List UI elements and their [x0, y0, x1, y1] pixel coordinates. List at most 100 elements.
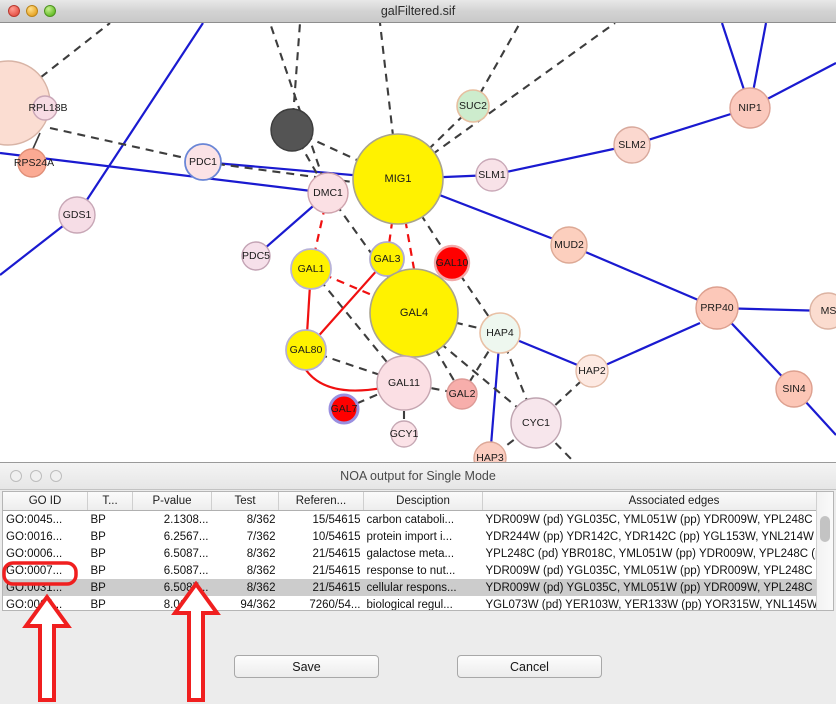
column-header-description[interactable]: Desciption — [363, 492, 483, 511]
cell-description: galactose meta... — [366, 547, 455, 560]
cell-go-id: GO:0031... — [3, 579, 88, 596]
cell-type: BP — [90, 547, 106, 560]
cell-type: BP — [87, 579, 133, 596]
close-icon[interactable] — [10, 470, 22, 482]
node-sin4[interactable] — [775, 370, 813, 408]
go-results-table-container[interactable]: GO ID T... P-value Test Referen... Desci… — [2, 491, 834, 611]
cell-p-value: 8.0614... — [163, 598, 209, 611]
node-dark-unlabeled[interactable] — [270, 108, 314, 152]
column-header-go-id[interactable]: GO ID — [3, 492, 88, 511]
cell-description: carbon cataboli... — [366, 513, 455, 526]
minimize-icon[interactable] — [30, 470, 42, 482]
cell-p-value: 2.1308... — [163, 513, 209, 526]
node-pdc1[interactable] — [184, 143, 222, 181]
node-mud2[interactable] — [550, 226, 588, 264]
node-gal80[interactable] — [285, 329, 327, 371]
node-rpl18b[interactable] — [32, 95, 58, 121]
node-cyc1[interactable] — [510, 397, 562, 449]
cell-go-id: GO:0045... — [6, 513, 63, 526]
node-pdc5[interactable] — [241, 241, 271, 271]
noa-output-dialog: NOA output for Single Mode GO ID T... P-… — [0, 462, 836, 704]
node-gal7[interactable] — [328, 393, 360, 425]
cell-test: 8/362 — [211, 579, 279, 596]
node-gal2[interactable] — [446, 378, 478, 410]
window-title: galFiltered.sif — [380, 4, 456, 18]
cell-associated-edges: YDR009W (pd) YGL035C, YML051W (pp) YDR00… — [485, 513, 817, 526]
cell-type: BP — [90, 564, 106, 577]
node-gal11[interactable] — [376, 355, 432, 411]
node-dmc1[interactable] — [307, 172, 349, 214]
table-row[interactable]: GO:0007... BP 6.5087... 8/362 21/54615 r… — [3, 562, 816, 579]
table-row[interactable]: GO:0045... BP 2.1308... 8/362 15/54615 c… — [3, 511, 816, 529]
node-slm1[interactable] — [475, 158, 509, 192]
cell-associated-edges: YDR009W (pd) YGL035C, YML051W (pp) YDR00… — [485, 564, 817, 577]
table-row[interactable]: GO:0065... BP 8.0614... 94/362 7260/54..… — [3, 596, 817, 611]
node-hap4[interactable] — [479, 312, 521, 354]
network-graph[interactable]: .pp { stroke:#1a1ad0; stroke-width:2.2; … — [0, 23, 836, 462]
cell-test: 94/362 — [240, 598, 276, 611]
cell-associated-edges: YGL073W (pd) YER103W, YER133W (pp) YOR31… — [485, 598, 817, 611]
edges-protein-dna — [7, 23, 616, 462]
dialog-traffic-lights[interactable] — [10, 470, 62, 482]
cell-reference: 10/54615 — [312, 530, 361, 543]
table-row-selected[interactable]: GO:0031... BP 6.5087... 8/362 21/54615 c… — [3, 579, 816, 596]
node-hap3[interactable] — [473, 441, 507, 462]
cell-go-id: GO:0006... — [6, 547, 63, 560]
cell-associated-edges: YDR009W (pd) YGL035C, YML051W (pp) YDR00… — [482, 579, 816, 596]
zoom-icon[interactable] — [44, 5, 56, 17]
node-hap2[interactable] — [575, 354, 609, 388]
cell-description: response to nut... — [366, 564, 456, 577]
node-mig1[interactable] — [352, 133, 444, 225]
cancel-button[interactable]: Cancel — [457, 655, 602, 678]
dialog-titlebar: NOA output for Single Mode — [0, 463, 836, 490]
node-gal3[interactable] — [369, 241, 405, 277]
column-header-p-value[interactable]: P-value — [132, 492, 212, 511]
zoom-icon[interactable] — [50, 470, 62, 482]
cell-reference: 15/54615 — [312, 513, 361, 526]
cell-test: 8/362 — [246, 564, 276, 577]
column-header-type[interactable]: T... — [87, 492, 133, 511]
node-slm2[interactable] — [613, 126, 651, 164]
minimize-icon[interactable] — [26, 5, 38, 17]
cell-go-id: GO:0065... — [6, 598, 63, 611]
table-body: GO:0045... BP 2.1308... 8/362 15/54615 c… — [3, 511, 817, 611]
dialog-title: NOA output for Single Mode — [340, 469, 496, 483]
network-window: galFiltered.sif .pp { stroke:#1a1ad0; st… — [0, 0, 836, 462]
window-traffic-lights[interactable] — [8, 5, 56, 17]
node-prp40[interactable] — [695, 286, 739, 330]
cell-associated-edges: YDR244W (pp) YDR142C, YDR142C (pp) YGL15… — [485, 530, 817, 543]
window-titlebar: galFiltered.sif — [0, 0, 836, 23]
node-gal10[interactable] — [433, 244, 471, 282]
node-nip1[interactable] — [729, 87, 771, 129]
network-canvas[interactable]: .pp { stroke:#1a1ad0; stroke-width:2.2; … — [0, 23, 836, 462]
node-suc2[interactable] — [456, 89, 490, 123]
go-results-table-viewport: GO ID T... P-value Test Referen... Desci… — [3, 492, 816, 610]
cell-reference: 7260/54... — [309, 598, 361, 611]
cell-p-value: 6.5087... — [163, 564, 209, 577]
node-gal1[interactable] — [290, 248, 332, 290]
cell-reference: 21/54615 — [312, 547, 361, 560]
cell-go-id: GO:0016... — [6, 530, 63, 543]
network-nodes[interactable] — [0, 60, 836, 462]
column-header-associated-edges[interactable]: Associated edges — [482, 492, 816, 511]
cell-type: BP — [90, 598, 106, 611]
node-gal4[interactable] — [369, 268, 459, 358]
table-row[interactable]: GO:0006... BP 6.5087... 8/362 21/54615 g… — [3, 545, 816, 562]
cell-p-value: 6.5087... — [132, 579, 212, 596]
node-rps24a[interactable] — [17, 148, 47, 178]
node-msi[interactable] — [809, 292, 836, 330]
cell-type: BP — [90, 513, 106, 526]
dialog-button-row: Save Cancel — [0, 655, 836, 678]
cell-reference: 21/54615 — [312, 564, 361, 577]
column-header-reference[interactable]: Referen... — [278, 492, 364, 511]
save-button[interactable]: Save — [234, 655, 379, 678]
table-vertical-scrollbar[interactable] — [816, 492, 833, 610]
node-gds1[interactable] — [58, 196, 96, 234]
node-gcy1[interactable] — [390, 420, 418, 448]
close-icon[interactable] — [8, 5, 20, 17]
column-header-test[interactable]: Test — [211, 492, 279, 511]
table-header: GO ID T... P-value Test Referen... Desci… — [3, 492, 816, 511]
scrollbar-thumb[interactable] — [820, 516, 830, 542]
table-row[interactable]: GO:0016... BP 6.2567... 7/362 10/54615 p… — [3, 528, 816, 545]
